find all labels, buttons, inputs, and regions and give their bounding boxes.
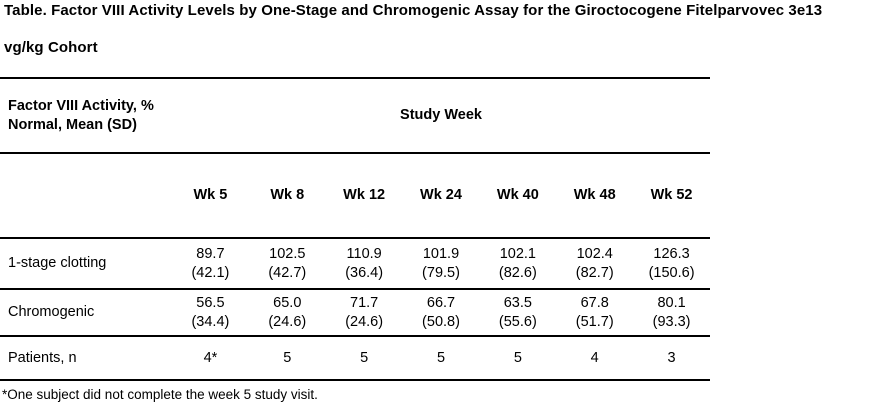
value-cell: 65.0 (24.6): [249, 290, 326, 335]
sd-value: (24.6): [268, 313, 307, 330]
sd-value: (42.1): [191, 264, 230, 281]
row-label-one-stage-clotting: 1-stage clotting: [8, 255, 107, 271]
value-cell: 89.7 (42.1): [172, 239, 249, 288]
row-label-patients: Patients, n: [8, 349, 77, 366]
footnote: *One subject did not complete the week 5…: [2, 387, 318, 402]
mean-value: 102.5: [269, 245, 306, 262]
sd-value: (55.6): [498, 313, 537, 330]
value-cell: 102.5 (42.7): [249, 239, 326, 288]
week-header-stub-cell: [0, 154, 172, 237]
sd-value: (150.6): [648, 264, 695, 281]
mean-value: 63.5: [503, 294, 532, 311]
mean-value: 102.4: [576, 245, 613, 262]
sd-value: (93.3): [652, 313, 691, 330]
table-title: Table. Factor VIII Activity Levels by On…: [4, 1, 822, 58]
week-header-wk40: Wk 40: [496, 187, 539, 203]
sd-value: (51.7): [575, 313, 614, 330]
patient-count-cell: 3: [667, 349, 676, 366]
mean-value: 80.1: [657, 294, 686, 311]
column-header-line1: Factor VIII Activity, %: [8, 97, 154, 114]
patient-count-cell: 5: [283, 349, 292, 366]
table-header-row: Factor VIII Activity, % Normal, Mean (SD…: [0, 77, 710, 152]
week-header-wk52: Wk 52: [650, 187, 693, 203]
factor-viii-activity-table: Factor VIII Activity, % Normal, Mean (SD…: [0, 77, 710, 381]
value-cell: 80.1 (93.3): [633, 290, 710, 335]
week-header-row: Wk 5 Wk 8 Wk 12 Wk 24 Wk 40 Wk 48 Wk 52: [0, 152, 710, 237]
week-header-wk12: Wk 12: [343, 187, 386, 203]
week-header-wk5: Wk 5: [193, 187, 228, 203]
week-header-wk48: Wk 48: [573, 187, 616, 203]
table-title-line2: vg/kg Cohort: [4, 39, 98, 56]
value-cell: 102.1 (82.6): [479, 239, 556, 288]
mean-value: 110.9: [346, 245, 382, 262]
mean-value: 71.7: [350, 294, 379, 311]
patient-count-cell: 5: [513, 349, 522, 366]
mean-value: 66.7: [426, 294, 456, 311]
sd-value: (24.6): [345, 313, 384, 330]
week-header-wk24: Wk 24: [420, 187, 462, 203]
value-cell: 71.7 (24.6): [326, 290, 403, 335]
patient-count-cell: 5: [360, 349, 369, 366]
study-week-header: Study Week: [400, 107, 482, 123]
table-row-chromogenic: Chromogenic 56.5 (34.4) 65.0 (24.6) 71.7…: [0, 288, 710, 335]
value-cell: 67.8 (51.7): [556, 290, 633, 335]
mean-value: 67.8: [580, 294, 609, 311]
value-cell: 110.9 (36.4): [326, 239, 403, 288]
value-cell: 66.7 (50.8): [403, 290, 480, 335]
value-cell: 101.9 (79.5): [403, 239, 480, 288]
value-cell: 126.3 (150.6): [633, 239, 710, 288]
table-title-line1: Table. Factor VIII Activity Levels by On…: [4, 2, 823, 19]
mean-value: 65.0: [273, 294, 302, 311]
mean-value: 126.3: [653, 245, 690, 262]
mean-value: 102.1: [499, 245, 536, 262]
value-cell: 56.5 (34.4): [172, 290, 249, 335]
week-header-wk8: Wk 8: [270, 187, 305, 203]
table-row-one-stage-clotting: 1-stage clotting 89.7 (42.1) 102.5 (42.7…: [0, 237, 710, 288]
patient-count-cell: 4: [590, 349, 599, 366]
sd-value: (34.4): [191, 313, 230, 330]
patient-count-cell: 5: [436, 349, 446, 366]
value-cell: 63.5 (55.6): [479, 290, 556, 335]
table-row-patients: Patients, n 4* 5 5 5 5 4 3: [0, 335, 710, 379]
value-cell: 102.4 (82.7): [556, 239, 633, 288]
row-label-chromogenic: Chromogenic: [8, 304, 95, 320]
sd-value: (82.7): [575, 264, 614, 281]
sd-value: (50.8): [422, 313, 460, 330]
sd-value: (79.5): [422, 264, 460, 281]
mean-value: 89.7: [196, 245, 225, 262]
sd-value: (42.7): [268, 264, 307, 281]
column-header-line2: Normal, Mean (SD): [8, 116, 137, 133]
patient-count-cell: 4*: [203, 349, 218, 366]
sd-value: (36.4): [345, 264, 384, 281]
sd-value: (82.6): [498, 264, 537, 281]
mean-value: 56.5: [196, 294, 225, 311]
column-header-factor-viii-activity: Factor VIII Activity, % Normal, Mean (SD…: [0, 79, 172, 152]
mean-value: 101.9: [422, 245, 460, 262]
